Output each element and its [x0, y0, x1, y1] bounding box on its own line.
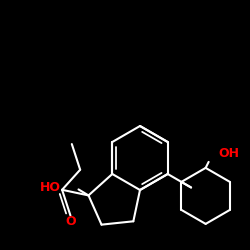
Text: OH: OH: [219, 148, 240, 160]
Text: O: O: [65, 215, 76, 228]
Text: HO: HO: [40, 181, 60, 194]
